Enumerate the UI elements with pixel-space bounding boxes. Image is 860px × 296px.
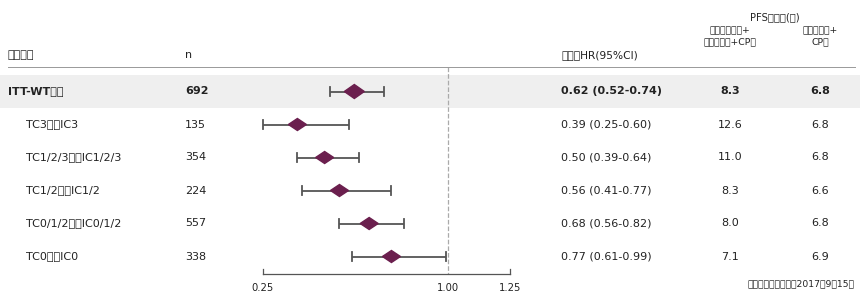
Text: 6.8: 6.8: [810, 86, 830, 96]
Text: TC0/1/2かつIC0/1/2: TC0/1/2かつIC0/1/2: [26, 218, 121, 229]
Text: 12.6: 12.6: [717, 120, 742, 130]
Text: 6.8: 6.8: [811, 120, 829, 130]
Text: 7.1: 7.1: [722, 252, 739, 261]
Polygon shape: [383, 250, 401, 263]
Text: 6.6: 6.6: [811, 186, 829, 195]
Text: 354: 354: [185, 152, 206, 163]
Text: 6.8: 6.8: [811, 218, 829, 229]
Polygon shape: [288, 118, 306, 131]
Text: TC1/2/3又はIC1/2/3: TC1/2/3又はIC1/2/3: [26, 152, 121, 163]
Text: 非層別HR(95%CI): 非層別HR(95%CI): [561, 50, 638, 60]
Text: 11.0: 11.0: [718, 152, 742, 163]
Text: 部分集団: 部分集団: [8, 50, 34, 60]
Text: アバスチン+: アバスチン+: [802, 26, 838, 35]
Text: 6.9: 6.9: [811, 252, 829, 261]
Text: TC1/2又はIC1/2: TC1/2又はIC1/2: [26, 186, 100, 195]
Text: 224: 224: [185, 186, 206, 195]
Text: TC3又はIC3: TC3又はIC3: [26, 120, 78, 130]
Text: PFS中央値(月): PFS中央値(月): [750, 12, 800, 22]
Text: 135: 135: [185, 120, 206, 130]
Text: 0.62 (0.52-0.74): 0.62 (0.52-0.74): [561, 86, 662, 96]
Text: CP群: CP群: [811, 37, 829, 46]
Text: 0.77 (0.61-0.99): 0.77 (0.61-0.99): [561, 252, 652, 261]
Polygon shape: [330, 184, 348, 197]
Text: 0.68 (0.56-0.82): 0.68 (0.56-0.82): [561, 218, 652, 229]
Bar: [0, 75, 860, 108]
Text: 6.8: 6.8: [811, 152, 829, 163]
Text: 0.25: 0.25: [252, 283, 273, 293]
Text: 8.3: 8.3: [720, 86, 740, 96]
Text: 0.39 (0.25-0.60): 0.39 (0.25-0.60): [561, 120, 651, 130]
Text: 8.3: 8.3: [722, 186, 739, 195]
Text: テセントリク+: テセントリク+: [710, 26, 751, 35]
Text: 8.0: 8.0: [722, 218, 739, 229]
Text: アバスチン+CP群: アバスチン+CP群: [703, 37, 757, 46]
Text: ITT-WT集団: ITT-WT集団: [8, 86, 64, 96]
Text: 0.56 (0.41-0.77): 0.56 (0.41-0.77): [561, 186, 652, 195]
Text: 0.50 (0.39-0.64): 0.50 (0.39-0.64): [561, 152, 651, 163]
Text: データカットオフ：2017年9月15日: データカットオフ：2017年9月15日: [748, 279, 855, 288]
Text: TC0かつIC0: TC0かつIC0: [26, 252, 78, 261]
Text: n: n: [185, 50, 192, 60]
Text: 1.00: 1.00: [438, 283, 459, 293]
Text: 338: 338: [185, 252, 206, 261]
Text: 557: 557: [185, 218, 206, 229]
Polygon shape: [360, 218, 378, 229]
Polygon shape: [316, 152, 334, 163]
Text: 1.25: 1.25: [499, 283, 521, 293]
Text: 692: 692: [185, 86, 208, 96]
Polygon shape: [344, 84, 365, 99]
